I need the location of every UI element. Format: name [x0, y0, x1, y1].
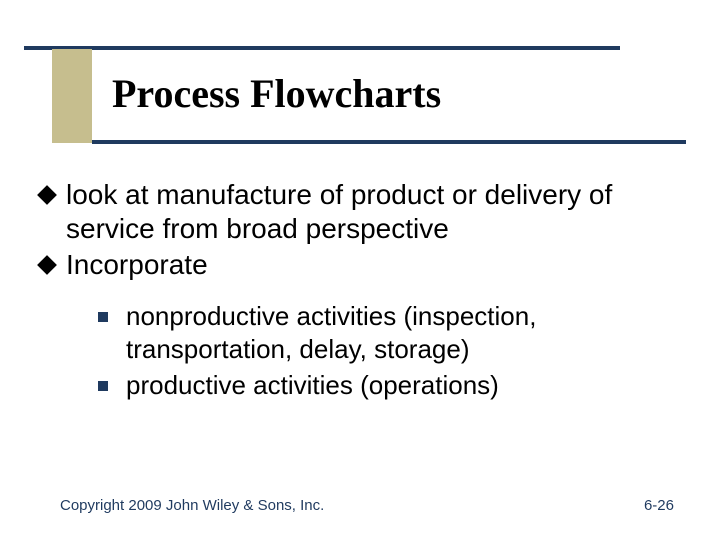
content-area: look at manufacture of product or delive… — [40, 178, 680, 406]
sub-bullet-text: nonproductive activities (inspection, tr… — [126, 300, 680, 365]
footer-page-number: 6-26 — [644, 497, 674, 514]
diamond-bullet-icon — [37, 185, 57, 205]
bullet-item: Incorporate — [40, 248, 680, 282]
square-bullet-icon — [98, 312, 108, 322]
diamond-bullet-icon — [37, 255, 57, 275]
sub-bullet-item: nonproductive activities (inspection, tr… — [98, 300, 680, 365]
title-underline — [92, 140, 686, 144]
sub-bullet-text: productive activities (operations) — [126, 369, 499, 402]
bullet-item: look at manufacture of product or delive… — [40, 178, 680, 246]
bullet-text: look at manufacture of product or delive… — [66, 178, 680, 246]
bullet-text: Incorporate — [66, 248, 208, 282]
sub-bullet-list: nonproductive activities (inspection, tr… — [98, 300, 680, 402]
sub-bullet-item: productive activities (operations) — [98, 369, 680, 402]
footer-copyright: Copyright 2009 John Wiley & Sons, Inc. — [60, 497, 324, 514]
top-rule — [24, 46, 620, 50]
slide-title: Process Flowcharts — [112, 70, 441, 117]
square-bullet-icon — [98, 381, 108, 391]
title-accent-box — [52, 49, 92, 143]
